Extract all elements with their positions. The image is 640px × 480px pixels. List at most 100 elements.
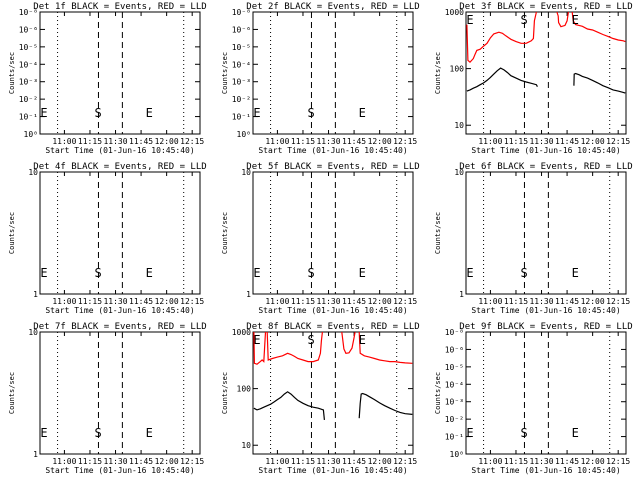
- x-tick-label: 11:45: [342, 137, 366, 146]
- y-tick-label: 100: [237, 385, 252, 394]
- panel-title: Det 7f BLACK = Events, RED = LLD: [33, 322, 206, 332]
- x-tick-label: 11:45: [555, 297, 579, 306]
- y-tick-label: 10⁻⁸: [19, 8, 38, 17]
- x-axis-label: Start Time (01-Jun-16 10:45:40): [471, 466, 620, 475]
- y-tick-label: 10⁻¹: [445, 433, 464, 442]
- x-tick-label: 12:00: [581, 137, 605, 146]
- events-series-line: [253, 391, 325, 420]
- y-tick-label: 1000: [445, 8, 464, 17]
- y-tick-label: 100: [450, 65, 465, 74]
- plot-frame: [39, 171, 201, 295]
- lld-series-line: [466, 12, 537, 64]
- x-tick-label: 11:45: [129, 457, 153, 466]
- x-tick-label: 11:00: [52, 137, 76, 146]
- lld-series-line: [556, 12, 569, 28]
- event-marker: E: [40, 426, 47, 440]
- y-tick-label: 1: [246, 290, 251, 299]
- event-marker: E: [253, 266, 260, 280]
- panel-title: Det 5f BLACK = Events, RED = LLD: [246, 162, 419, 172]
- event-marker: E: [146, 106, 153, 120]
- x-tick-label: 11:15: [504, 137, 528, 146]
- y-tick-label: 10: [28, 328, 38, 337]
- x-tick-label: 11:15: [291, 457, 315, 466]
- y-axis-label: Counts/sec: [434, 212, 442, 254]
- panel-title: Det 8f BLACK = Events, RED = LLD: [246, 322, 419, 332]
- panel-title: Det 1f BLACK = Events, RED = LLD: [33, 2, 206, 12]
- y-axis-label: Counts/sec: [434, 52, 442, 94]
- lld-series-line: [358, 332, 413, 364]
- x-tick-label: 11:45: [129, 137, 153, 146]
- event-marker: E: [146, 266, 153, 280]
- x-axis-label: Start Time (01-Jun-16 10:45:40): [471, 306, 620, 315]
- panel-title: Det 6f BLACK = Events, RED = LLD: [459, 162, 632, 172]
- y-tick-label: 10: [28, 168, 38, 177]
- event-marker: E: [146, 426, 153, 440]
- x-axis-label: Start Time (01-Jun-16 10:45:40): [471, 146, 620, 155]
- y-tick-label: 10⁻³: [19, 78, 38, 87]
- events-series-line: [358, 392, 413, 419]
- y-axis-label: Counts/sec: [8, 372, 16, 414]
- y-tick-label: 10⁻⁴: [232, 60, 251, 69]
- plot-frame: [252, 331, 414, 455]
- plot-frame: [39, 331, 201, 455]
- x-tick-label: 12:00: [155, 457, 179, 466]
- y-tick-label: 1000: [232, 328, 251, 337]
- event-marker: E: [572, 426, 579, 440]
- y-tick-label: 1: [33, 290, 38, 299]
- y-tick-label: 10⁻⁸: [232, 8, 251, 17]
- y-tick-label: 10⁻⁴: [19, 60, 38, 69]
- x-tick-label: 11:00: [52, 297, 76, 306]
- x-tick-label: 12:15: [393, 297, 417, 306]
- x-tick-label: 12:15: [606, 457, 630, 466]
- x-tick-label: 11:30: [103, 457, 127, 466]
- y-axis-label: Counts/sec: [221, 372, 229, 414]
- x-tick-label: 12:15: [180, 137, 204, 146]
- plot-frame: [465, 11, 627, 135]
- y-tick-label: 10⁻²: [232, 95, 251, 104]
- x-tick-label: 11:15: [78, 137, 102, 146]
- panel-title: Det 2f BLACK = Events, RED = LLD: [246, 2, 419, 12]
- panel-title: Det 3f BLACK = Events, RED = LLD: [459, 2, 632, 12]
- panel-title: Det 9f BLACK = Events, RED = LLD: [459, 322, 632, 332]
- y-axis-label: Counts/sec: [221, 52, 229, 94]
- plot-frame: [252, 171, 414, 295]
- x-tick-label: 11:30: [316, 457, 340, 466]
- x-tick-label: 12:15: [180, 457, 204, 466]
- panel-title: Det 4f BLACK = Events, RED = LLD: [33, 162, 206, 172]
- y-tick-label: 10⁻²: [445, 415, 464, 424]
- x-axis-label: Start Time (01-Jun-16 10:45:40): [258, 306, 407, 315]
- x-axis-label: Start Time (01-Jun-16 10:45:40): [45, 306, 194, 315]
- event-marker: E: [466, 426, 473, 440]
- event-marker: E: [466, 266, 473, 280]
- y-tick-label: 10⁰: [450, 450, 464, 459]
- x-tick-label: 12:15: [606, 297, 630, 306]
- y-tick-label: 10⁻²: [19, 95, 38, 104]
- event-marker: E: [253, 106, 260, 120]
- x-tick-label: 12:00: [155, 297, 179, 306]
- y-tick-label: 10⁻⁸: [445, 328, 464, 337]
- y-tick-label: 10⁻¹: [19, 113, 38, 122]
- event-marker: S: [308, 333, 315, 347]
- event-marker: E: [572, 266, 579, 280]
- y-tick-label: 1: [33, 450, 38, 459]
- events-series-line: [466, 67, 538, 92]
- y-tick-label: 10: [241, 168, 251, 177]
- event-marker: E: [359, 106, 366, 120]
- x-axis-label: Start Time (01-Jun-16 10:45:40): [258, 146, 407, 155]
- y-tick-label: 10⁰: [237, 130, 251, 139]
- event-marker: S: [521, 426, 528, 440]
- event-marker: S: [308, 266, 315, 280]
- y-tick-label: 10⁻⁶: [445, 345, 464, 354]
- events-series-line: [573, 72, 626, 94]
- event-marker: S: [95, 426, 102, 440]
- x-tick-label: 12:15: [393, 137, 417, 146]
- plot-frame: [465, 331, 627, 455]
- y-tick-label: 10: [454, 121, 464, 130]
- event-marker: S: [95, 106, 102, 120]
- x-tick-label: 12:15: [180, 297, 204, 306]
